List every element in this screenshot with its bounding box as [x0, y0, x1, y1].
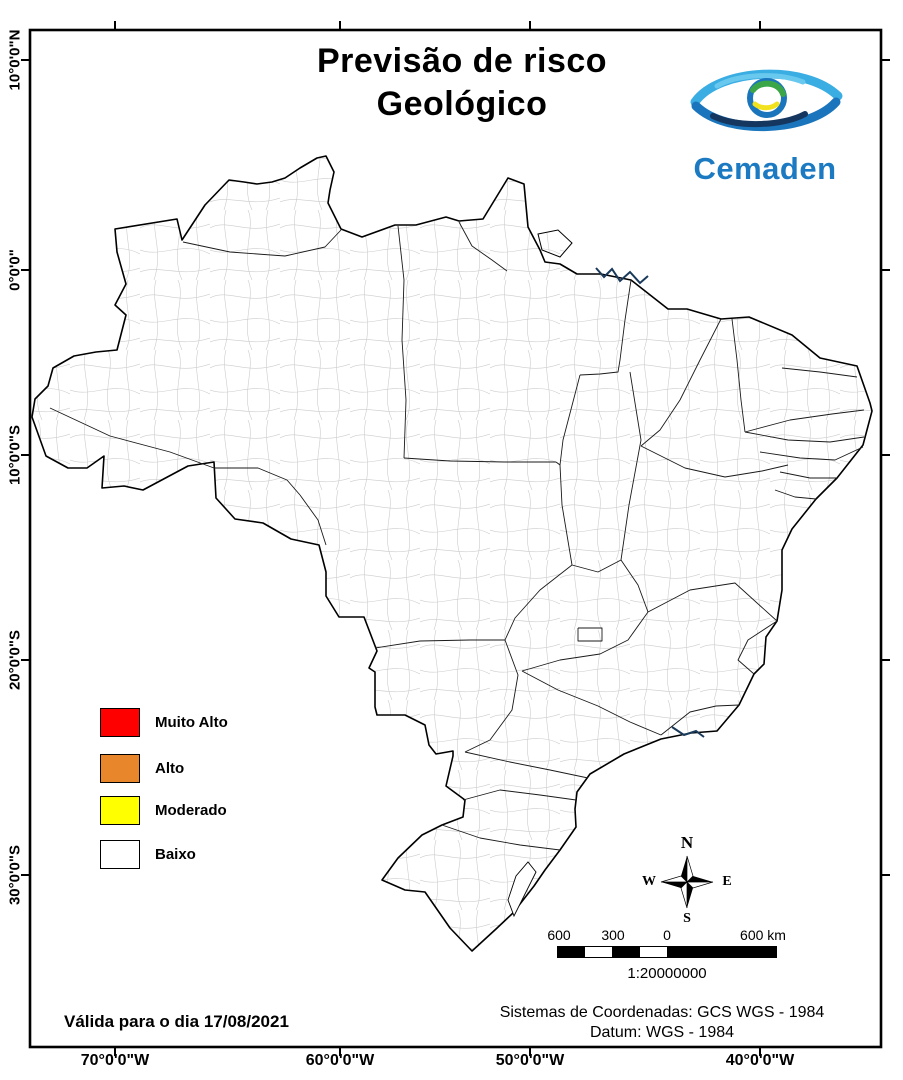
state-border [781, 367, 858, 378]
marajo-island [537, 229, 573, 258]
brazil-outline [31, 155, 873, 952]
scale-segment [558, 947, 585, 957]
coordinate-system-info: Sistemas de Coordenadas: GCS WGS - 1984 … [500, 1003, 825, 1043]
state-borders [49, 221, 865, 851]
state-border [640, 318, 722, 447]
state-border [571, 559, 622, 573]
map-neatline [28, 28, 883, 1049]
state-border [441, 824, 561, 851]
lon-label-40w: 40°0'0"W [725, 1052, 795, 1069]
state-border [374, 639, 505, 649]
state-border [579, 279, 632, 376]
state-border [660, 704, 740, 736]
graticule-ticks [21, 21, 890, 1056]
state-border [182, 229, 342, 257]
cemaden-eye-icon [690, 69, 842, 132]
lon-label-60w: 60°0'0"W [305, 1052, 375, 1069]
state-border [577, 627, 603, 642]
state-border [555, 461, 573, 566]
scale-label-600-left: 600 [547, 927, 571, 943]
state-border [49, 407, 215, 469]
legend-swatch-baixo [100, 840, 140, 869]
lat-label-20s: 20°0'0"S [6, 629, 24, 691]
scale-segment [640, 947, 667, 957]
cemaden-logo: Cemaden [675, 56, 855, 187]
state-border [620, 371, 642, 561]
page-title: Previsão de risco Geológico [317, 40, 607, 125]
compass-north-label: N [680, 833, 694, 852]
state-border [214, 467, 301, 496]
state-border [397, 225, 407, 459]
validity-date: Válida para o dia 17/08/2021 [64, 1012, 289, 1031]
lat-label-10s: 10°0'0"S [6, 424, 24, 486]
state-border [521, 611, 649, 672]
state-border [504, 564, 573, 641]
patos-lagoon [507, 861, 537, 918]
state-border [620, 559, 649, 613]
state-border [744, 409, 865, 433]
state-border [744, 431, 865, 443]
state-border [647, 582, 778, 622]
legend-swatch-muito-alto [100, 708, 140, 737]
compass-rose-icon [660, 855, 714, 909]
state-border [774, 489, 817, 500]
legend-item-label: Alto [155, 760, 185, 777]
state-border [737, 620, 778, 675]
state-border [458, 221, 508, 272]
title-line2: Geológico [376, 84, 548, 123]
lat-label-30s: 30°0'0"S [6, 844, 24, 906]
state-border [521, 670, 662, 736]
cemaden-logo-text: Cemaden [693, 151, 837, 186]
state-border [779, 471, 837, 479]
lon-label-70w: 70°0'0"W [80, 1052, 150, 1069]
state-border [640, 445, 789, 478]
scale-segment [667, 947, 776, 957]
legend-swatch-alto [100, 754, 140, 783]
state-border [403, 457, 556, 463]
title-line1: Previsão de risco [316, 42, 608, 80]
lon-label-50w: 50°0'0"W [495, 1052, 565, 1069]
legend-item-label: Moderado [155, 802, 227, 819]
state-border [759, 446, 864, 461]
scale-label-0: 0 [663, 927, 671, 943]
coastline-accent [595, 267, 705, 738]
state-border [464, 639, 519, 753]
crs-line2: Datum: WGS - 1984 [589, 1024, 735, 1041]
state-border [559, 374, 581, 466]
state-border [731, 318, 746, 433]
scale-bar: 600 300 0 600 km 1:20000000 [547, 927, 786, 982]
legend-item-label: Muito Alto [155, 714, 228, 731]
scale-label-600-km: 600 km [740, 927, 786, 943]
lat-label-0: 0°0'0" [6, 249, 24, 291]
scale-label-300: 300 [601, 927, 625, 943]
scale-segment [612, 947, 640, 957]
compass-west-label: W [642, 874, 656, 889]
state-border [462, 789, 577, 801]
state-border [464, 751, 589, 779]
crs-line1: Sistemas de Coordenadas: GCS WGS - 1984 [499, 1004, 825, 1021]
legend-item-label: Baixo [155, 846, 196, 863]
compass-east-label: E [722, 874, 732, 889]
scale-ratio: 1:20000000 [627, 965, 707, 982]
lat-label-10n: 10°0'0"N [6, 29, 24, 91]
legend-swatch-moderado [100, 796, 140, 825]
scale-segment [585, 947, 612, 957]
compass-south-label: S [683, 911, 691, 926]
state-border [299, 494, 327, 546]
